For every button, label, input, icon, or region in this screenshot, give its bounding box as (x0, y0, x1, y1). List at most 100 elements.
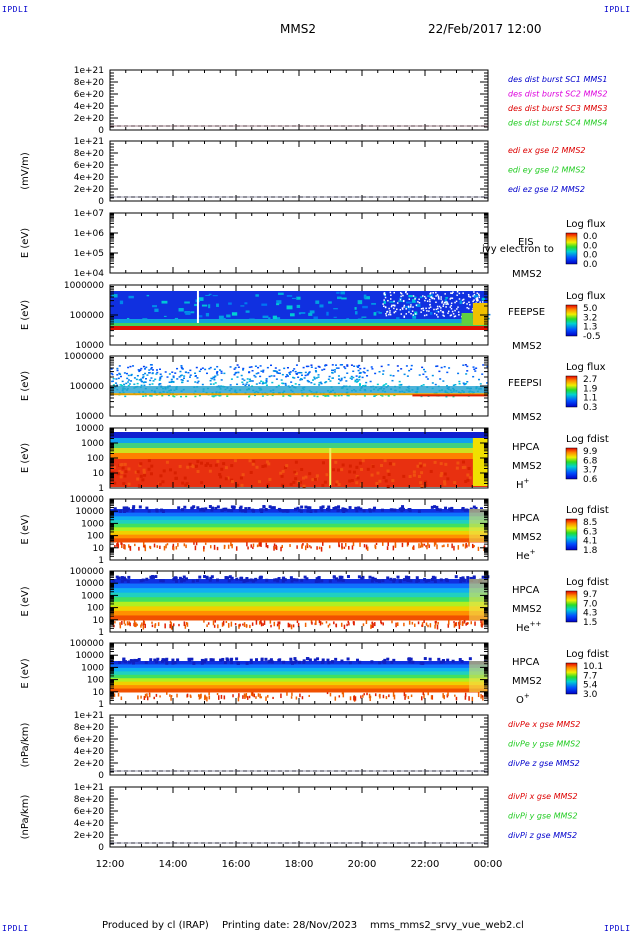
y-tick-label: 8e+20 (74, 795, 105, 805)
y-tick-label: 1000000 (64, 352, 104, 362)
colorbar-tick-label: -0.5 (583, 332, 601, 342)
y-tick-label: 100 (87, 604, 104, 614)
y-tick-label: 8e+20 (74, 723, 105, 733)
y-tick-label: 4e+20 (74, 102, 105, 112)
y-tick-label: 100000 (70, 567, 105, 577)
y-tick-label: 4e+20 (74, 819, 105, 829)
colorbar-tick-label: 6.3 (583, 527, 597, 537)
y-tick-label: 0 (98, 197, 104, 207)
y-tick-label: 1000 (81, 519, 104, 529)
y-tick-label: 100 (87, 676, 104, 686)
panel-5-spacecraft: MMS2 (512, 461, 542, 472)
panel-9-ylabel: (nPa/km) (20, 723, 31, 768)
colorbar-tick-label: 0.6 (583, 475, 598, 485)
y-tick-label: 1e+21 (74, 711, 104, 721)
panel-10-frame (109, 786, 489, 848)
panel-2-frame (109, 212, 489, 274)
y-tick-label: 0 (98, 126, 104, 136)
panel-8-spacecraft: MMS2 (512, 676, 542, 687)
corner-label-top-right: IPDLI (604, 5, 630, 14)
colorbar-tick-label: 10.1 (583, 662, 603, 672)
spacecraft-title: MMS2 (280, 22, 316, 36)
panel-3-instrument: FEEPSE (508, 307, 545, 318)
legend-entry: des dist burst SC4 MMS4 (508, 119, 607, 128)
panel-7-colorbar-title: Log fdist (566, 577, 609, 588)
panel-3-spacecraft: MMS2 (512, 341, 542, 352)
y-tick-label: 1e+04 (74, 269, 105, 279)
y-tick-label: 10000 (75, 424, 104, 434)
panel-6-spacecraft: MMS2 (512, 532, 542, 543)
panel-2-instrument: EIS (518, 237, 534, 248)
panel-7-spacecraft: MMS2 (512, 604, 542, 615)
panel-1-frame (109, 140, 489, 202)
colorbar-tick-label: 5.0 (583, 304, 598, 314)
corner-label-bottom-left: IPDLI (2, 924, 29, 933)
legend-entry: divPe x gse MMS2 (508, 720, 580, 729)
panel-8-species: O+ (516, 692, 530, 706)
y-tick-label: 2e+20 (74, 114, 105, 124)
y-tick-label: 1e+05 (74, 249, 104, 259)
x-tick-label: 18:00 (285, 859, 314, 870)
colorbar-tick-label: 0.0 (583, 232, 598, 242)
y-tick-label: 1e+21 (74, 137, 104, 147)
y-tick-label: 2e+20 (74, 185, 105, 195)
legend-entry: divPi y gse MMS2 (508, 812, 578, 821)
colorbar-tick-label: 5.4 (583, 681, 598, 691)
panel-8-ylabel: E (eV) (20, 658, 31, 688)
y-tick-label: 100 (87, 532, 104, 542)
y-tick-label: 100 (87, 454, 104, 464)
panel-3-colorbar (565, 304, 578, 337)
legend-entry: des dist burst SC1 MMS1 (508, 75, 607, 84)
panel-7-species: He++ (516, 620, 542, 634)
panel-6-colorbar (565, 518, 578, 551)
panel-10-ylabel: (nPa/km) (20, 795, 31, 840)
colorbar-tick-label: 1.3 (583, 323, 597, 333)
y-tick-label: 4e+20 (74, 173, 105, 183)
y-tick-label: 0 (98, 843, 104, 853)
x-tick-label: 12:00 (96, 859, 125, 870)
y-tick-label: 6e+20 (74, 735, 105, 745)
colorbar-tick-label: 0.0 (583, 241, 598, 251)
legend-entry: divPe z gse MMS2 (508, 759, 580, 768)
y-tick-label: 2e+20 (74, 759, 105, 769)
legend-entry: edi ex gse l2 MMS2 (508, 146, 586, 155)
panel-7-heatmap (110, 575, 490, 630)
y-tick-label: 1e+21 (74, 66, 104, 76)
x-tick-label: 22:00 (411, 859, 440, 870)
legend-entry: divPi x gse MMS2 (508, 792, 578, 801)
y-tick-label: 10000 (75, 412, 104, 422)
panel-8-instrument: HPCA (512, 657, 540, 668)
y-tick-label: 10 (93, 688, 105, 698)
y-tick-label: 1000 (81, 439, 104, 449)
y-tick-label: 10 (93, 616, 105, 626)
y-tick-label: 10000 (75, 579, 104, 589)
x-tick-label: 00:00 (474, 859, 503, 870)
y-tick-label: 1000 (81, 591, 104, 601)
panel-5-ylabel: E (eV) (20, 443, 31, 473)
colorbar-tick-label: 1.9 (583, 384, 598, 394)
panel-5-colorbar (565, 447, 578, 480)
colorbar-tick-label: 7.0 (583, 599, 598, 609)
colorbar-tick-label: 3.7 (583, 466, 597, 476)
y-tick-label: 1 (98, 484, 104, 494)
legend-entry: divPe y gse MMS2 (508, 740, 580, 749)
multi-panel-plot: 1e+21 8e+20 6e+20 4e+20 2e+20 0 des dist burst… (20, 66, 609, 870)
panel-6-colorbar-title: Log fdist (566, 505, 609, 516)
y-tick-label: 100000 (70, 382, 105, 392)
panel-5-instrument: HPCA (512, 442, 540, 453)
legend-entry: des dist burst SC2 MMS2 (508, 90, 607, 99)
y-tick-label: 8e+20 (74, 149, 105, 159)
y-tick-label: 6e+20 (74, 161, 105, 171)
colorbar-tick-label: 4.3 (583, 609, 597, 619)
y-tick-label: 6e+20 (74, 807, 105, 817)
panel-8-colorbar (565, 662, 578, 695)
colorbar-tick-label: 7.7 (583, 671, 597, 681)
y-tick-label: 100000 (70, 495, 105, 505)
colorbar-tick-label: 3.0 (583, 690, 598, 700)
colorbar-tick-label: 0.0 (583, 260, 598, 270)
colorbar-tick-label: 2.7 (583, 375, 597, 385)
panel-6-species: He+ (516, 548, 536, 562)
y-tick-label: 10 (93, 469, 105, 479)
panel-7-instrument: HPCA (512, 585, 540, 596)
colorbar-tick-label: 0.0 (583, 251, 598, 261)
